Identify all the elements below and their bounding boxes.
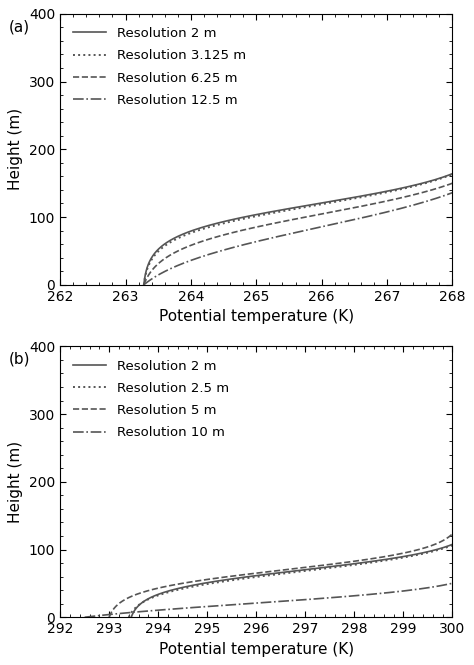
Resolution 2.5 m <box>138 599 144 607</box>
Resolution 12.5 m <box>169 264 174 272</box>
Text: (b): (b) <box>9 352 31 367</box>
Resolution 5 m <box>461 342 466 350</box>
Line: Resolution 12.5 m: Resolution 12.5 m <box>144 14 474 285</box>
Resolution 5 m <box>460 489 466 497</box>
Y-axis label: Height (m): Height (m) <box>9 441 23 523</box>
Resolution 5 m <box>461 350 466 358</box>
Line: Resolution 2.5 m: Resolution 2.5 m <box>129 346 474 617</box>
Resolution 12.5 m <box>141 281 146 289</box>
Line: Resolution 6.25 m: Resolution 6.25 m <box>144 14 474 285</box>
Y-axis label: Height (m): Height (m) <box>9 108 23 190</box>
Resolution 10 m <box>82 613 88 621</box>
Text: (a): (a) <box>9 19 30 35</box>
Resolution 2 m <box>128 613 134 621</box>
Line: Resolution 2 m: Resolution 2 m <box>144 14 474 285</box>
Resolution 5 m <box>116 599 122 607</box>
Resolution 2 m <box>138 599 144 607</box>
Line: Resolution 5 m: Resolution 5 m <box>109 346 464 617</box>
X-axis label: Potential temperature (K): Potential temperature (K) <box>159 642 354 656</box>
Resolution 3.125 m <box>145 264 150 272</box>
Resolution 5 m <box>460 481 466 489</box>
Line: Resolution 3.125 m: Resolution 3.125 m <box>144 14 474 285</box>
Resolution 5 m <box>461 400 466 408</box>
Line: Resolution 2 m: Resolution 2 m <box>131 346 474 617</box>
Legend: Resolution 2 m, Resolution 3.125 m, Resolution 6.25 m, Resolution 12.5 m: Resolution 2 m, Resolution 3.125 m, Reso… <box>67 21 253 113</box>
Resolution 5 m <box>106 613 112 621</box>
Resolution 2 m <box>141 281 146 289</box>
Resolution 10 m <box>249 599 255 607</box>
Line: Resolution 10 m: Resolution 10 m <box>85 346 474 617</box>
Resolution 2 m <box>144 264 150 272</box>
Resolution 2.5 m <box>126 613 132 621</box>
Legend: Resolution 2 m, Resolution 2.5 m, Resolution 5 m, Resolution 10 m: Resolution 2 m, Resolution 2.5 m, Resolu… <box>67 353 236 446</box>
Resolution 3.125 m <box>141 281 146 289</box>
Resolution 6.25 m <box>141 281 146 289</box>
Resolution 6.25 m <box>151 264 156 272</box>
X-axis label: Potential temperature (K): Potential temperature (K) <box>159 309 354 324</box>
Resolution 5 m <box>461 350 466 358</box>
